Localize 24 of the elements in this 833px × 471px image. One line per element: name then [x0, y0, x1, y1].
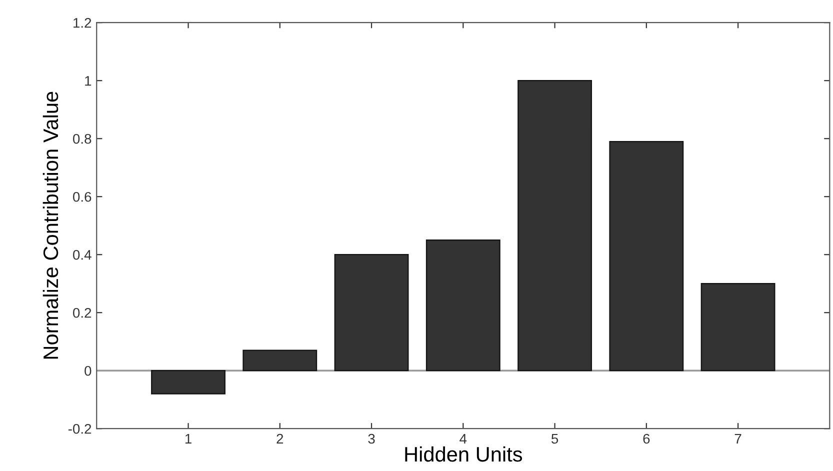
x-tick-label: 6 — [643, 434, 650, 444]
y-tick-label: -0.2 — [68, 424, 92, 434]
x-tick-label: 4 — [460, 434, 467, 444]
bar — [334, 254, 409, 372]
y-tick-label: 0 — [84, 366, 92, 376]
bar — [700, 283, 776, 372]
bar — [242, 350, 318, 372]
y-tick-label: 1.2 — [74, 18, 92, 28]
y-tick-label: 0.6 — [73, 192, 92, 202]
x-tick-label: 5 — [551, 434, 558, 444]
bar — [518, 80, 592, 372]
x-tick-label: 3 — [368, 434, 375, 444]
x-tick-label: 7 — [734, 434, 742, 444]
y-tick-label: 0.2 — [73, 308, 92, 318]
y-axis-title: Normalize Contribution Value — [42, 92, 58, 359]
y-tick-label: 0.4 — [73, 250, 92, 260]
y-tick-label: 1 — [85, 76, 92, 86]
bar — [151, 370, 226, 394]
y-tick-label: 0.8 — [73, 134, 92, 144]
x-tick-label: 1 — [185, 434, 192, 444]
x-axis-title: Hidden Units — [405, 446, 522, 462]
bar — [426, 240, 500, 372]
x-tick-label: 2 — [276, 434, 284, 444]
bar — [609, 140, 684, 372]
